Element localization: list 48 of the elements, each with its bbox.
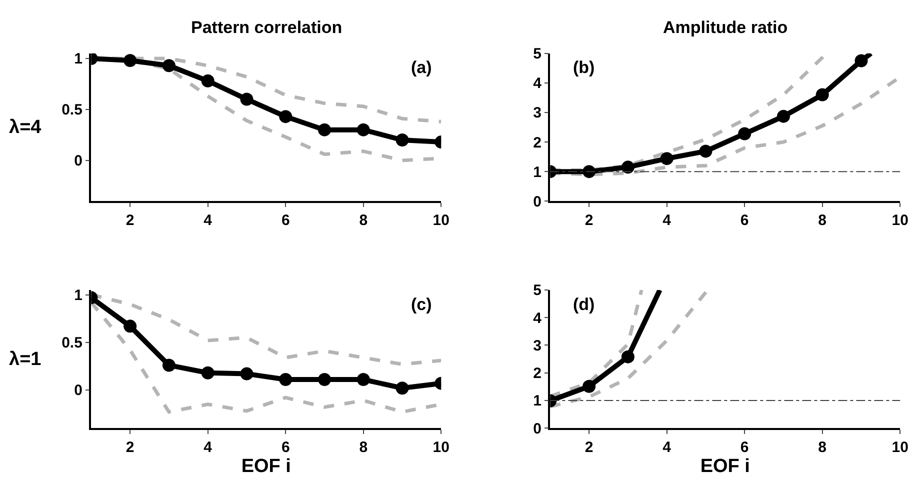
y-tick-label: 4 <box>533 75 542 92</box>
y-tick-label: 1 <box>533 392 542 410</box>
x-tick-label: 8 <box>818 438 827 456</box>
x-tick-label: 6 <box>281 438 290 456</box>
x-tick-label: 8 <box>359 212 368 229</box>
x-tick-label: 10 <box>432 438 450 456</box>
chart-title: Pattern correlation <box>191 18 342 37</box>
x-tick-label: 6 <box>740 438 749 456</box>
y-tick-label: 5 <box>533 46 542 63</box>
annotation: (b) <box>573 58 595 77</box>
x-tick-label: 2 <box>584 212 594 229</box>
y-tick-label: 0.5 <box>62 334 82 352</box>
y-tick-label: 0 <box>533 193 542 210</box>
x-tick-label: 4 <box>662 212 672 229</box>
y-tick-label: 1 <box>533 164 542 181</box>
x-tick-label: 4 <box>662 438 672 456</box>
y-tick-label: 5 <box>533 282 542 300</box>
x-tick-label: 10 <box>892 438 908 456</box>
x-axis-title: EOF i <box>241 456 291 478</box>
x-tick-label: 8 <box>359 438 368 456</box>
x-tick-label: 10 <box>432 212 450 229</box>
x-axis-title: EOF i <box>700 456 750 478</box>
annotation: (a) <box>411 58 432 77</box>
annotation: (c) <box>411 295 432 314</box>
x-tick-label: 8 <box>818 212 827 229</box>
x-tick-label: 2 <box>126 438 134 456</box>
y-tick-label: 0 <box>533 420 542 438</box>
y-axis-title: λ=1 <box>9 349 42 370</box>
y-tick-label: 2 <box>533 134 542 152</box>
x-tick-label: 6 <box>740 212 749 229</box>
y-tick-label: 3 <box>533 104 542 122</box>
chart-title: Amplitude ratio <box>663 18 788 37</box>
y-tick-label: 3 <box>533 337 542 354</box>
y-tick-label: 1 <box>74 50 82 68</box>
y-axis-title: λ=4 <box>9 117 42 138</box>
y-tick-label: 4 <box>533 310 542 327</box>
y-tick-label: 2 <box>533 365 542 382</box>
y-tick-label: 0.5 <box>62 102 82 119</box>
y-tick-label: 0 <box>74 382 82 400</box>
x-tick-label: 2 <box>584 438 594 456</box>
x-tick-label: 2 <box>126 212 134 229</box>
y-tick-label: 1 <box>74 287 82 304</box>
x-tick-label: 10 <box>892 212 908 229</box>
x-tick-label: 6 <box>281 212 290 229</box>
x-tick-label: 4 <box>204 438 213 456</box>
x-tick-label: 4 <box>204 212 213 229</box>
annotation: (d) <box>573 295 595 314</box>
y-tick-label: 0 <box>74 152 82 170</box>
